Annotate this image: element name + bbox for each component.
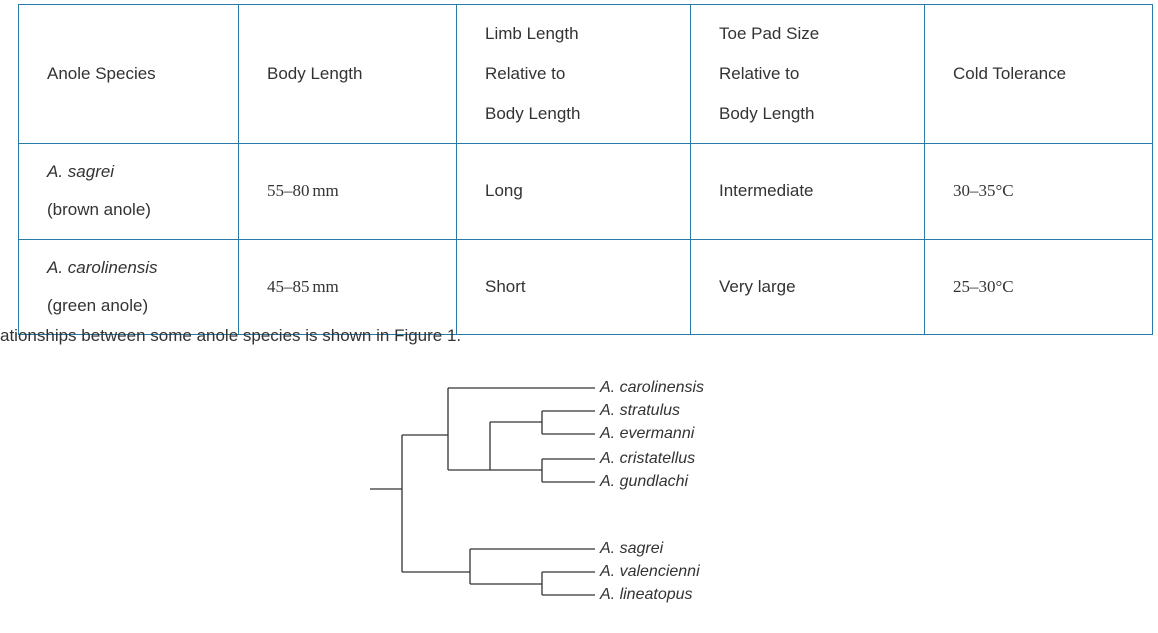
header-label: Relative to <box>485 57 682 91</box>
species-common-name: (brown anole) <box>47 194 230 226</box>
limb-length-value: Long <box>485 181 523 200</box>
header-label: Body Length <box>719 97 916 131</box>
cladogram-figure: A. carolinensis A. stratulus A. evermanni A… <box>370 376 790 616</box>
cladogram-leaf-label: A. evermanni <box>600 425 694 443</box>
header-label: Body Length <box>267 57 448 91</box>
figure-caption: ationships between some anole species is… <box>0 326 461 346</box>
cell-limb-length: Short <box>457 239 691 335</box>
toe-pad-value: Very large <box>719 277 796 296</box>
header-label: Limb Length <box>485 17 682 51</box>
cell-limb-length: Long <box>457 144 691 240</box>
cladogram-leaf-label: A. cristatellus <box>600 450 695 468</box>
column-header: Cold Tolerance <box>925 5 1153 144</box>
cold-tolerance-value: 30–35°C <box>953 181 1014 200</box>
species-scientific-name: A. sagrei <box>47 156 230 188</box>
cell-toe-pad: Very large <box>691 239 925 335</box>
cladogram-leaf-label: A. gundlachi <box>600 473 688 491</box>
anole-species-table: Anole Species Body Length Limb Length Relat… <box>18 4 1153 335</box>
cell-body-length: 45–85 mm <box>239 239 457 335</box>
table-row: A. carolinensis (green anole) 45–85 mm Shor… <box>19 239 1153 335</box>
cladogram-leaf-label: A. stratulus <box>600 402 680 420</box>
cell-body-length: 55–80 mm <box>239 144 457 240</box>
page-root: Anole Species Body Length Limb Length Relat… <box>0 0 1158 633</box>
body-length-value: 45–85 mm <box>267 277 339 296</box>
column-header: Toe Pad Size Relative to Body Length <box>691 5 925 144</box>
header-label: Relative to <box>719 57 916 91</box>
body-length-value: 55–80 mm <box>267 181 339 200</box>
species-scientific-name: A. carolinensis <box>47 252 230 284</box>
header-label: Cold Tolerance <box>953 57 1144 91</box>
column-header: Limb Length Relative to Body Length <box>457 5 691 144</box>
cell-species: A. carolinensis (green anole) <box>19 239 239 335</box>
table-header-row: Anole Species Body Length Limb Length Relat… <box>19 5 1153 144</box>
cold-tolerance-value: 25–30°C <box>953 277 1014 296</box>
toe-pad-value: Intermediate <box>719 181 814 200</box>
table-row: A. sagrei (brown anole) 55–80 mm Long Interm… <box>19 144 1153 240</box>
cladogram-leaf-label: A. carolinensis <box>600 379 704 397</box>
cladogram-leaf-label: A. valencienni <box>600 563 700 581</box>
cell-species: A. sagrei (brown anole) <box>19 144 239 240</box>
header-label: Body Length <box>485 97 682 131</box>
cladogram-tree-icon <box>370 376 790 616</box>
cell-cold-tolerance: 25–30°C <box>925 239 1153 335</box>
header-label: Anole Species <box>47 57 230 91</box>
species-common-name: (green anole) <box>47 290 230 322</box>
cell-cold-tolerance: 30–35°C <box>925 144 1153 240</box>
column-header: Body Length <box>239 5 457 144</box>
column-header: Anole Species <box>19 5 239 144</box>
limb-length-value: Short <box>485 277 526 296</box>
cladogram-leaf-label: A. lineatopus <box>600 586 693 604</box>
header-label: Toe Pad Size <box>719 17 916 51</box>
cell-toe-pad: Intermediate <box>691 144 925 240</box>
cladogram-leaf-label: A. sagrei <box>600 540 663 558</box>
